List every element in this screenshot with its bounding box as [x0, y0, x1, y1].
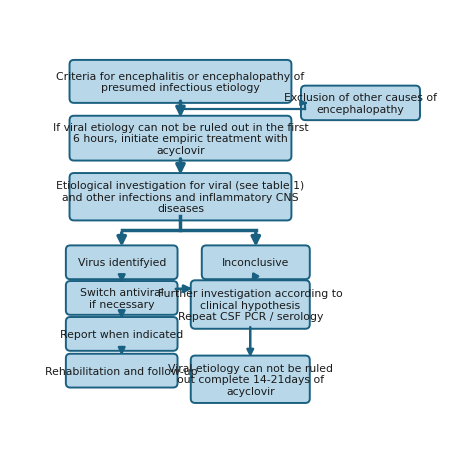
FancyBboxPatch shape: [202, 246, 310, 279]
FancyBboxPatch shape: [66, 354, 178, 388]
Text: Etiological investigation for viral (see table 1)
and other infections and infla: Etiological investigation for viral (see…: [56, 181, 305, 214]
FancyBboxPatch shape: [66, 246, 178, 279]
Text: Criteria for encephalitis or encephalopathy of
presumed infectious etiology: Criteria for encephalitis or encephalopa…: [56, 71, 305, 93]
Text: If viral etiology can not be ruled out in the first
6 hours, initiate empiric tr: If viral etiology can not be ruled out i…: [53, 122, 308, 156]
Text: Further investigation according to
clinical hypothesis
Repeat CSF PCR / serology: Further investigation according to clini…: [158, 288, 343, 321]
Text: Inconclusive: Inconclusive: [222, 258, 290, 268]
Text: Virus identifyied: Virus identifyied: [78, 258, 166, 268]
Text: Report when indicated: Report when indicated: [60, 329, 183, 339]
FancyBboxPatch shape: [70, 61, 292, 104]
FancyBboxPatch shape: [70, 117, 292, 161]
Text: Viral etiology can not be ruled
out complete 14-21days of
acyclovir: Viral etiology can not be ruled out comp…: [168, 363, 333, 396]
FancyBboxPatch shape: [70, 174, 292, 221]
FancyBboxPatch shape: [191, 356, 310, 403]
FancyBboxPatch shape: [66, 281, 178, 315]
FancyBboxPatch shape: [66, 317, 178, 351]
Text: Rehabilitation and follow-up: Rehabilitation and follow-up: [46, 366, 198, 376]
FancyBboxPatch shape: [191, 281, 310, 329]
FancyBboxPatch shape: [301, 87, 420, 121]
Text: Exclusion of other causes of
encephalopathy: Exclusion of other causes of encephalopa…: [284, 93, 437, 114]
Text: Switch antiviral
if necessary: Switch antiviral if necessary: [80, 288, 164, 309]
